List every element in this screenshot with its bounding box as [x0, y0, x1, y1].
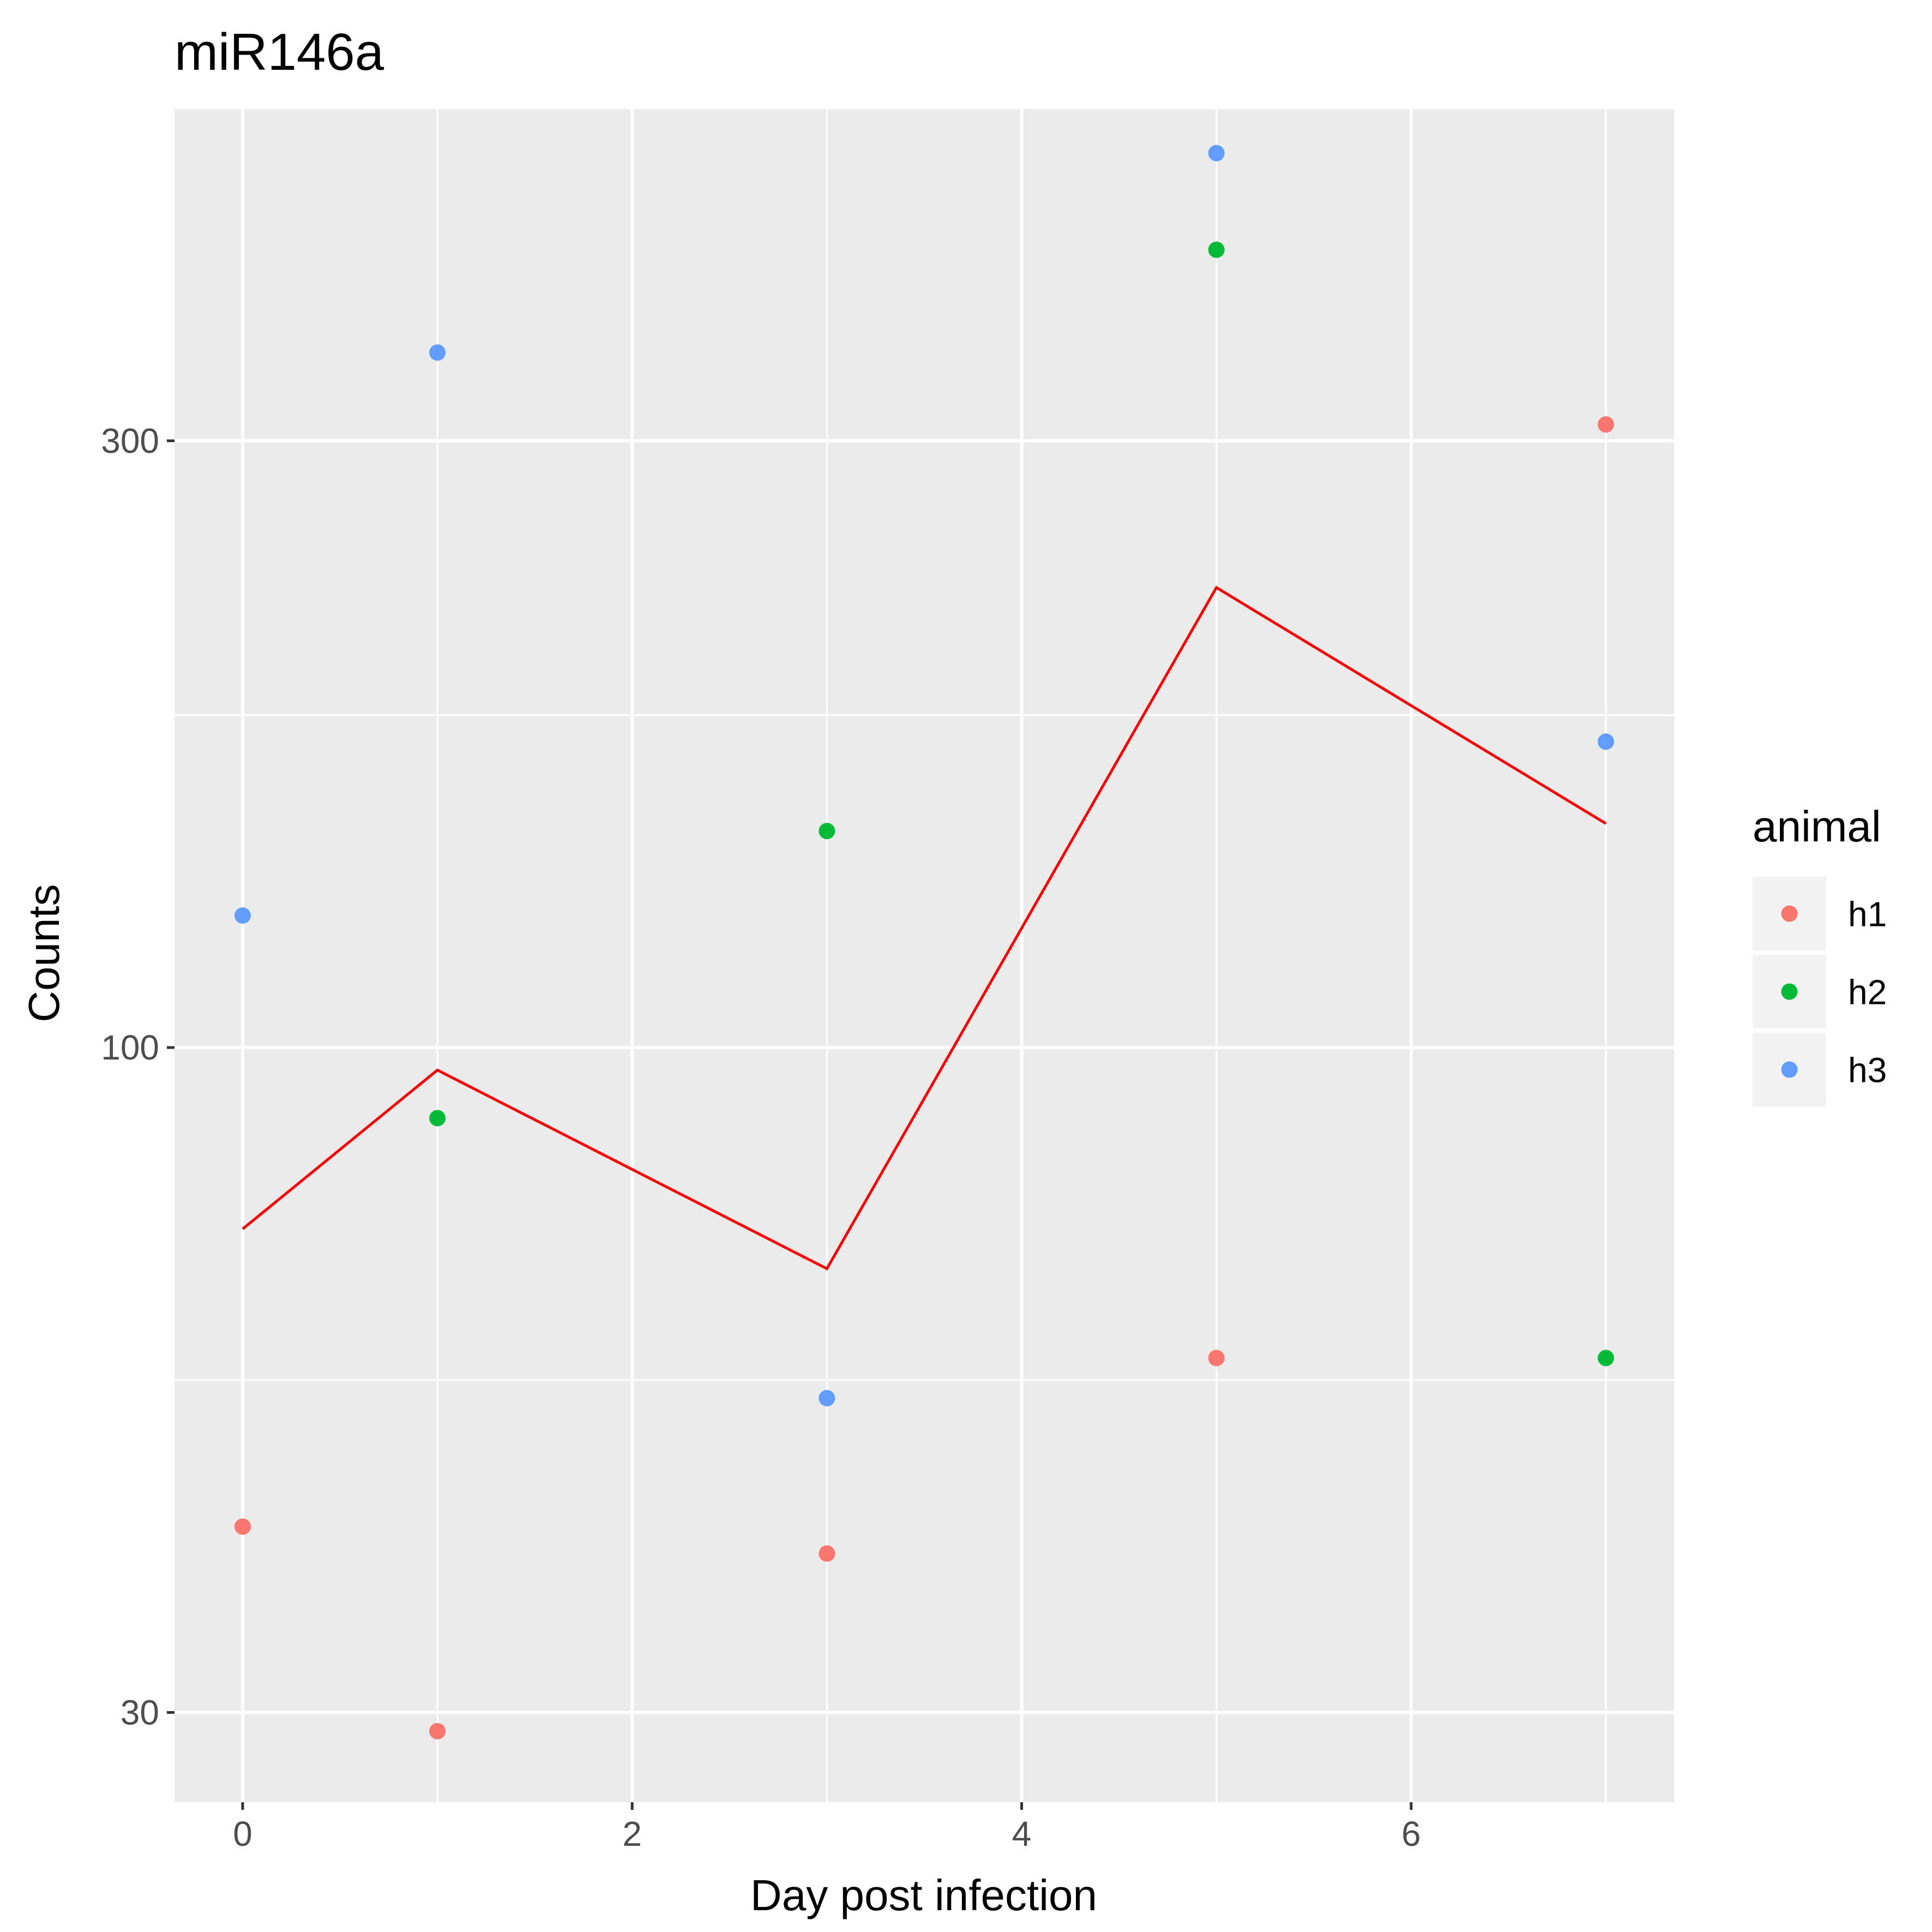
x-tick-label: 0 — [233, 1814, 252, 1853]
point-h3 — [234, 907, 251, 924]
x-tick-label: 2 — [622, 1814, 642, 1853]
y-tick-label: 30 — [121, 1693, 159, 1732]
point-h2 — [1208, 241, 1225, 258]
legend-keys: h1 h2 h3 — [1753, 877, 1887, 1106]
point-h1 — [818, 1545, 835, 1562]
point-h1 — [429, 1723, 446, 1740]
legend-swatch-h3 — [1781, 1061, 1798, 1078]
x-tick-label: 6 — [1401, 1814, 1421, 1853]
legend: animal h1 h2 h3 — [1753, 802, 1887, 1106]
point-h1 — [1208, 1350, 1225, 1367]
x-axis: 0 2 4 6 — [233, 1802, 1421, 1853]
plot-panel — [174, 109, 1674, 1802]
legend-title: animal — [1753, 802, 1881, 851]
legend-swatch-h1 — [1781, 905, 1798, 922]
minor-gridlines — [174, 109, 1674, 1802]
points-layer — [234, 145, 1614, 1740]
point-h2 — [1598, 1350, 1614, 1367]
legend-swatch-h2 — [1781, 983, 1798, 1000]
x-tick-label: 4 — [1012, 1814, 1032, 1853]
mean-line-layer — [242, 586, 1607, 1271]
point-h2 — [429, 1110, 446, 1127]
y-axis-title: Counts — [20, 884, 68, 1022]
x-axis-title: Day post infection — [750, 1871, 1097, 1919]
chart-title: miR146a — [174, 23, 384, 81]
point-h3 — [818, 1390, 835, 1407]
legend-label-h1: h1 — [1848, 895, 1887, 934]
y-tick-label: 300 — [101, 421, 159, 460]
point-h2 — [818, 822, 835, 839]
point-h3 — [1598, 733, 1614, 750]
y-tick-label: 100 — [101, 1028, 159, 1067]
legend-label-h3: h3 — [1848, 1051, 1887, 1090]
point-h3 — [1208, 145, 1225, 161]
mean-line — [242, 586, 1607, 1271]
point-h3 — [429, 344, 446, 361]
y-axis: 30 100 300 — [101, 421, 174, 1732]
point-h1 — [1598, 416, 1614, 433]
legend-label-h2: h2 — [1848, 973, 1887, 1012]
point-h1 — [234, 1518, 251, 1535]
